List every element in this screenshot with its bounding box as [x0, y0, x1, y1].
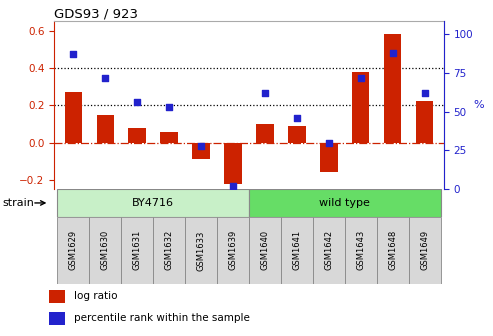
Text: GSM1639: GSM1639: [228, 230, 238, 270]
Point: [165, 104, 173, 110]
Text: log ratio: log ratio: [74, 291, 117, 301]
Point: [357, 75, 365, 80]
Bar: [416, 101, 433, 142]
Bar: [224, 142, 242, 183]
Bar: [49, 311, 65, 325]
Bar: [192, 142, 210, 159]
Text: wild type: wild type: [319, 198, 370, 208]
FancyBboxPatch shape: [153, 217, 185, 284]
Text: GSM1629: GSM1629: [69, 230, 78, 270]
Point: [197, 143, 205, 149]
FancyBboxPatch shape: [313, 217, 345, 284]
FancyBboxPatch shape: [249, 217, 281, 284]
Point: [261, 90, 269, 96]
Bar: [160, 132, 178, 142]
FancyBboxPatch shape: [121, 217, 153, 284]
FancyBboxPatch shape: [345, 217, 377, 284]
Text: GSM1648: GSM1648: [388, 230, 397, 270]
Text: GSM1640: GSM1640: [260, 230, 270, 270]
Text: BY4716: BY4716: [132, 198, 174, 208]
FancyBboxPatch shape: [281, 217, 313, 284]
Bar: [352, 72, 369, 142]
Bar: [320, 142, 338, 172]
Point: [229, 183, 237, 189]
Y-axis label: %: %: [473, 100, 484, 110]
Bar: [384, 34, 401, 142]
FancyBboxPatch shape: [377, 217, 409, 284]
Point: [325, 140, 333, 145]
Point: [421, 90, 428, 96]
Text: GSM1632: GSM1632: [165, 230, 174, 270]
Text: GSM1630: GSM1630: [101, 230, 110, 270]
FancyBboxPatch shape: [57, 189, 249, 217]
FancyBboxPatch shape: [185, 217, 217, 284]
Text: strain: strain: [2, 198, 35, 208]
Point: [388, 50, 396, 55]
Point: [133, 100, 141, 105]
FancyBboxPatch shape: [409, 217, 441, 284]
Text: GDS93 / 923: GDS93 / 923: [54, 7, 138, 20]
Point: [293, 115, 301, 121]
Bar: [129, 128, 146, 142]
Bar: [288, 126, 306, 142]
FancyBboxPatch shape: [57, 217, 89, 284]
Text: GSM1633: GSM1633: [197, 230, 206, 270]
Text: GSM1643: GSM1643: [356, 230, 365, 270]
FancyBboxPatch shape: [89, 217, 121, 284]
FancyBboxPatch shape: [249, 189, 441, 217]
Point: [70, 51, 77, 57]
Text: GSM1642: GSM1642: [324, 230, 333, 270]
Bar: [256, 124, 274, 142]
Text: GSM1631: GSM1631: [133, 230, 141, 270]
Bar: [65, 92, 82, 142]
Text: GSM1641: GSM1641: [292, 230, 301, 270]
Bar: [97, 115, 114, 142]
FancyBboxPatch shape: [217, 217, 249, 284]
Text: percentile rank within the sample: percentile rank within the sample: [74, 313, 250, 323]
Text: GSM1649: GSM1649: [420, 230, 429, 270]
Point: [102, 75, 109, 80]
Bar: [49, 290, 65, 303]
